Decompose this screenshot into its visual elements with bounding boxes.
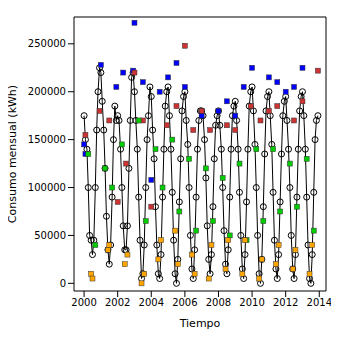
- svg-text:2008: 2008: [206, 297, 231, 308]
- svg-text:150000: 150000: [28, 134, 66, 145]
- svg-text:100000: 100000: [28, 182, 66, 193]
- svg-text:Consumo mensual (kWh): Consumo mensual (kWh): [8, 85, 19, 223]
- svg-text:Tiempo: Tiempo: [179, 317, 221, 330]
- svg-text:50000: 50000: [34, 230, 66, 241]
- svg-text:0: 0: [60, 278, 66, 289]
- svg-text:2012: 2012: [273, 297, 298, 308]
- svg-text:2002: 2002: [105, 297, 130, 308]
- svg-text:2006: 2006: [172, 297, 197, 308]
- svg-text:2000: 2000: [71, 297, 96, 308]
- svg-text:2004: 2004: [139, 297, 164, 308]
- svg-text:200000: 200000: [28, 86, 66, 97]
- svg-text:2014: 2014: [307, 297, 331, 308]
- svg-text:250000: 250000: [28, 38, 66, 49]
- svg-text:2010: 2010: [239, 297, 264, 308]
